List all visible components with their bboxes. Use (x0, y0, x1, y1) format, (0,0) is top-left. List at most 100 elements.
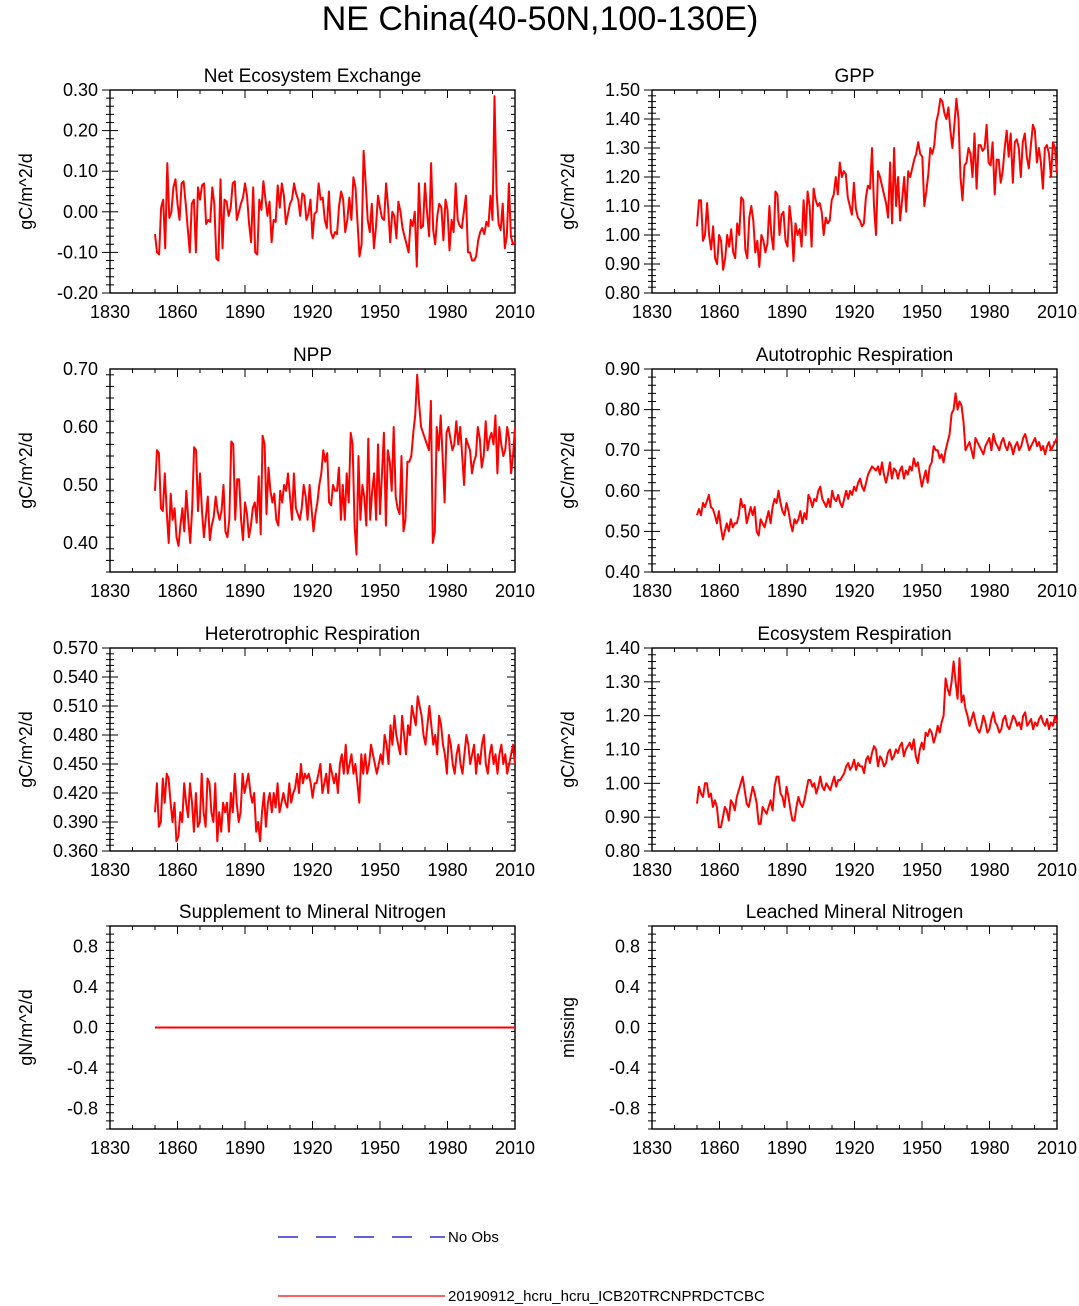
x-tick-label: 1980 (969, 581, 1009, 601)
panel-title: Net Ecosystem Exchange (204, 66, 422, 87)
y-tick-label: 0.20 (63, 121, 98, 141)
y-tick-label: -0.4 (67, 1058, 98, 1078)
y-tick-label: 0.80 (605, 400, 640, 420)
y-tick-label: 1.20 (605, 706, 640, 726)
x-tick-label: 1920 (834, 1138, 874, 1158)
y-tick-label: -0.8 (609, 1099, 640, 1119)
y-tick-label: 1.00 (605, 773, 640, 793)
x-tick-label: 1950 (360, 860, 400, 880)
panels: Net Ecosystem Exchange gC/m^2/d 1830 1860 18… (16, 66, 1077, 1158)
y-tick-label: 0.510 (53, 696, 98, 716)
y-axis-label: gC/m^2/d (558, 432, 578, 508)
y-tick-label: 1.40 (605, 109, 640, 129)
y-axis-label: gC/m^2/d (558, 711, 578, 787)
x-tick-label: 2010 (1037, 302, 1077, 322)
y-axis-label: gC/m^2/d (558, 153, 578, 229)
x-tick-label: 1830 (90, 860, 130, 880)
y-tick-label: 0.390 (53, 812, 98, 832)
x-tick-label: 1980 (427, 581, 467, 601)
panel-title: Ecosystem Respiration (757, 624, 951, 645)
y-tick-label: 1.00 (605, 225, 640, 245)
y-tick-label: 1.40 (605, 638, 640, 658)
x-tick-label: 1860 (157, 860, 197, 880)
y-tick-label: 0.30 (63, 80, 98, 100)
y-tick-label: 1.10 (605, 740, 640, 760)
y-tick-label: 0.60 (63, 417, 98, 437)
x-tick-label: 1920 (292, 1138, 332, 1158)
panel-autotrophic-respiration: Autotrophic Respiration gC/m^2/d 1830 1860 1… (558, 345, 1077, 601)
x-tick-label: 1830 (632, 860, 672, 880)
panel-supplement-to-mineral-nitrogen: Supplement to Mineral Nitrogen gN/m^2/d 18… (16, 902, 535, 1158)
panel-heterotrophic-respiration: Heterotrophic Respiration gC/m^2/d 1830 186… (16, 624, 535, 880)
y-tick-label: 0.70 (605, 440, 640, 460)
y-tick-label: 0.570 (53, 638, 98, 658)
plot-frame (109, 368, 516, 573)
panel-title: NPP (293, 345, 332, 366)
panel-title: Supplement to Mineral Nitrogen (179, 902, 446, 923)
y-tick-label: 0.4 (615, 977, 640, 997)
x-tick-label: 1920 (834, 860, 874, 880)
y-tick-label: 0.450 (53, 754, 98, 774)
panel-npp: NPP gC/m^2/d 1830 1860 1890 1920 1950 1980 2010 0… (16, 345, 535, 601)
x-tick-label: 1830 (632, 581, 672, 601)
y-tick-label: 0.8 (73, 936, 98, 956)
plot-frame (651, 647, 1058, 852)
x-tick-label: 1860 (699, 1138, 739, 1158)
y-tick-label: 1.30 (605, 138, 640, 158)
x-tick-label: 2010 (495, 302, 535, 322)
figure-title: NE China(40-50N,100-130E) (322, 0, 759, 38)
x-tick-label: 1860 (157, 1138, 197, 1158)
y-tick-label: 0.0 (615, 1018, 640, 1038)
y-tick-label: 0.00 (63, 202, 98, 222)
y-tick-label: 0.60 (605, 481, 640, 501)
x-tick-label: 1890 (225, 1138, 265, 1158)
x-tick-label: 1830 (90, 1138, 130, 1158)
y-tick-label: 0.8 (615, 936, 640, 956)
panel-leached-mineral-nitrogen: Leached Mineral Nitrogen missing 1830 1860 1… (558, 902, 1077, 1158)
y-tick-label: 1.20 (605, 167, 640, 187)
x-tick-label: 1950 (360, 581, 400, 601)
x-tick-label: 2010 (495, 1138, 535, 1158)
y-tick-label: 0.90 (605, 807, 640, 827)
x-tick-label: 2010 (1037, 581, 1077, 601)
y-tick-label: 1.10 (605, 196, 640, 216)
y-tick-label: 0.420 (53, 783, 98, 803)
x-tick-label: 1920 (292, 302, 332, 322)
x-tick-label: 1860 (699, 581, 739, 601)
y-tick-label: 0.90 (605, 359, 640, 379)
y-tick-label: 0.70 (63, 359, 98, 379)
x-tick-label: 2010 (1037, 860, 1077, 880)
x-tick-label: 1950 (360, 302, 400, 322)
x-tick-label: 1890 (767, 1138, 807, 1158)
panel-title: Leached Mineral Nitrogen (746, 902, 964, 923)
plot-frame (109, 89, 516, 294)
x-tick-label: 1890 (225, 581, 265, 601)
x-tick-label: 1950 (902, 302, 942, 322)
y-axis-label: gC/m^2/d (16, 153, 36, 229)
x-tick-label: 2010 (495, 581, 535, 601)
y-tick-label: -0.8 (67, 1099, 98, 1119)
legend: No Obs 20190912_hcru_hcru_ICB20TRCNPRDCT… (278, 1229, 765, 1305)
x-tick-label: 1860 (157, 581, 197, 601)
x-tick-label: 1830 (90, 302, 130, 322)
x-tick-label: 1890 (225, 860, 265, 880)
y-tick-label: 0.360 (53, 841, 98, 861)
series-line-0 (696, 657, 1058, 829)
y-tick-label: 0.480 (53, 725, 98, 745)
y-tick-label: -0.20 (57, 283, 98, 303)
plot-frame (651, 368, 1058, 573)
panel-title: GPP (834, 66, 874, 87)
y-tick-label: 0.0 (73, 1018, 98, 1038)
x-tick-label: 1860 (699, 860, 739, 880)
y-tick-label: 0.10 (63, 161, 98, 181)
y-tick-label: 1.50 (605, 80, 640, 100)
y-axis-label: gC/m^2/d (16, 432, 36, 508)
y-axis-label: gC/m^2/d (16, 711, 36, 787)
x-tick-label: 1920 (292, 860, 332, 880)
panel-title: Heterotrophic Respiration (205, 624, 420, 645)
legend-label-model: 20190912_hcru_hcru_ICB20TRCNPRDCTCBC (448, 1288, 765, 1305)
y-tick-label: 0.40 (63, 533, 98, 553)
panel-ecosystem-respiration: Ecosystem Respiration gC/m^2/d 1830 1860 189… (558, 624, 1077, 880)
x-tick-label: 1950 (902, 581, 942, 601)
series-line-0 (154, 373, 516, 556)
